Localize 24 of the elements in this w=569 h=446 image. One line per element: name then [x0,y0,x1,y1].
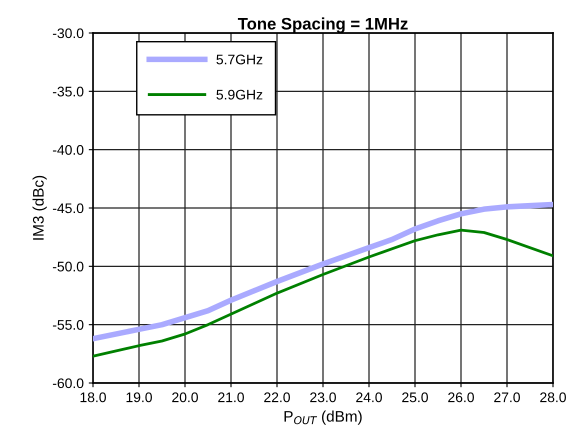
x-tick-label: 25.0 [402,392,428,402]
line-series [93,228,553,358]
x-tick-label: 28.0 [540,392,566,402]
x-tick-label: 20.0 [172,392,198,402]
x-tick-label: 19.0 [126,392,152,402]
legend-label: 5.9GHz [216,90,262,100]
x-tick-label: 27.0 [494,392,520,402]
y-axis-title: IM3 (dBc) [32,176,47,240]
x-axis-title: P$_{OUT}$ (dBm) [284,410,362,425]
x-tick-label: 21.0 [218,392,244,402]
x-tick-label: 26.0 [448,392,474,402]
y-tick-label: -55.0 [52,320,84,330]
y-tick-label: -50.0 [52,262,84,272]
x-tick-label: 22.0 [264,392,290,402]
x-tick-label: 24.0 [356,392,382,402]
x-tick-label: 18.0 [80,392,106,402]
chart-title: Tone Spacing = 1MHz [238,17,408,33]
y-tick-label: -60.0 [52,378,84,388]
y-tick-label: -40.0 [52,145,84,155]
y-tick-label: -35.0 [52,86,84,97]
y-tick-label: -30.0 [52,28,84,38]
y-tick-label: -45.0 [52,203,84,214]
x-tick-label: 23.0 [310,392,336,402]
legend-label: 5.7GHz [216,54,262,64]
